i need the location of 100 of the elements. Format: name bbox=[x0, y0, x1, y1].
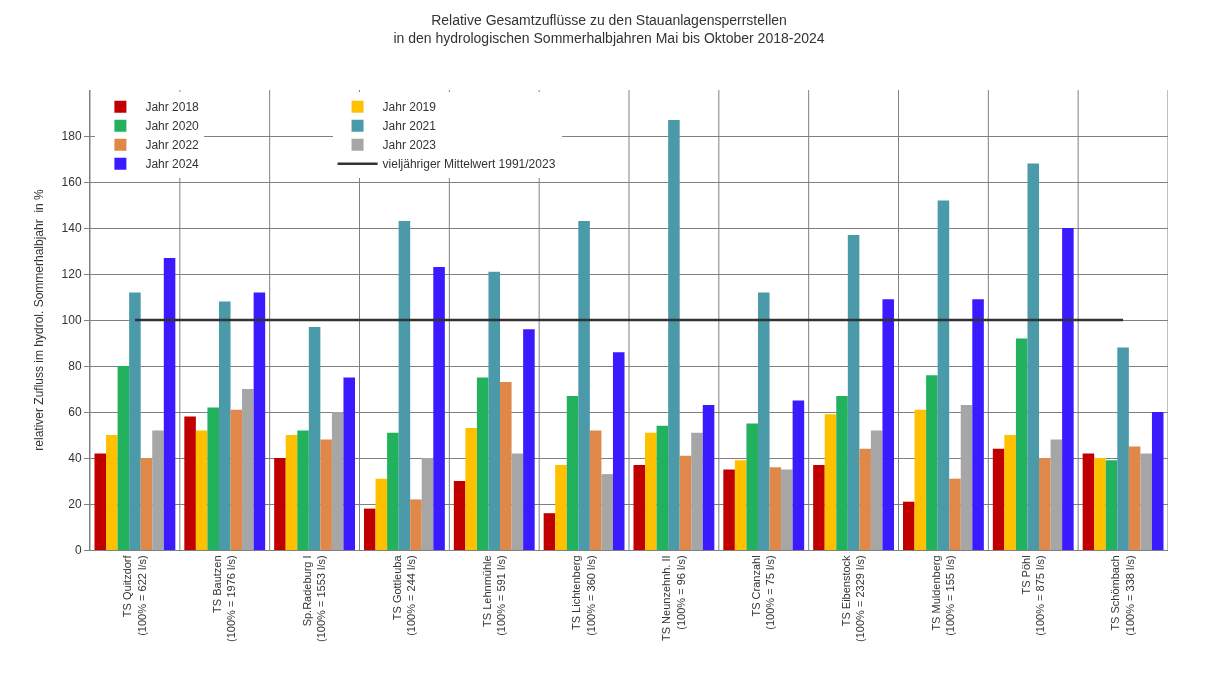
bar bbox=[308, 326, 321, 550]
bar bbox=[757, 292, 770, 550]
bar bbox=[702, 405, 715, 550]
bar bbox=[769, 467, 782, 550]
bar bbox=[937, 200, 950, 550]
y-tick-label: 180 bbox=[61, 129, 82, 144]
bar bbox=[511, 453, 524, 550]
bar bbox=[1128, 446, 1141, 550]
bar bbox=[433, 267, 445, 550]
bar bbox=[195, 430, 208, 550]
bar bbox=[1039, 458, 1051, 550]
bar bbox=[914, 409, 927, 550]
y-tick-label: 120 bbox=[61, 267, 82, 282]
legend-label: Jahr 2019 bbox=[382, 100, 437, 115]
y-tick-label: 140 bbox=[61, 221, 82, 236]
bar bbox=[410, 499, 422, 550]
bar bbox=[847, 234, 860, 550]
x-tick-label: TS Lichtenberg (100% = 360 l/s) bbox=[570, 555, 597, 636]
bar bbox=[320, 439, 332, 550]
bar bbox=[836, 395, 848, 550]
bar bbox=[859, 448, 871, 550]
bar bbox=[612, 352, 625, 550]
bar bbox=[882, 299, 895, 550]
bar bbox=[1117, 347, 1129, 550]
x-tick-label: TS Pöhl (100% = 875 l/s) bbox=[1019, 555, 1046, 636]
chart-title: Relative Gesamtzuflüsse zu den Stauanlagensperrstellen in den hydrologischen Sommerhalbjahren Mai bis Oktober 2018-2024 bbox=[393, 11, 825, 46]
bar bbox=[331, 412, 344, 550]
legend-label: Jahr 2022 bbox=[145, 138, 200, 153]
legend-label: vieljähriger Mittelwert 1991/2023 bbox=[382, 157, 556, 172]
bar bbox=[949, 478, 961, 550]
y-tick-label: 80 bbox=[68, 359, 82, 374]
bar bbox=[343, 377, 356, 550]
bar bbox=[645, 432, 657, 550]
bar bbox=[992, 448, 1005, 550]
bar bbox=[960, 405, 973, 550]
y-tick-label: 20 bbox=[68, 497, 82, 512]
bar bbox=[1027, 163, 1040, 550]
bar bbox=[668, 119, 680, 550]
bar bbox=[523, 329, 535, 550]
bar bbox=[543, 513, 556, 550]
y-tick-label: 0 bbox=[74, 543, 82, 558]
bar bbox=[601, 474, 613, 550]
bar bbox=[1151, 412, 1164, 550]
x-tick-label: TS Lehnmühle (100% = 591 l/s) bbox=[480, 555, 507, 636]
y-tick-label: 60 bbox=[68, 405, 82, 420]
bar bbox=[723, 469, 735, 550]
bar bbox=[1004, 435, 1016, 550]
bar bbox=[184, 416, 196, 550]
bar bbox=[902, 501, 915, 550]
y-tick-label: 40 bbox=[68, 451, 82, 466]
y-tick-label: 100 bbox=[61, 313, 82, 328]
legend-label: Jahr 2018 bbox=[145, 100, 200, 115]
bar bbox=[870, 430, 883, 550]
bar bbox=[207, 407, 219, 550]
bar bbox=[465, 428, 477, 550]
bar bbox=[972, 299, 984, 550]
bar bbox=[218, 301, 231, 550]
x-tick-label: TS Bautzen (100% = 1976 l/s) bbox=[211, 555, 238, 642]
bar bbox=[734, 460, 747, 550]
legend-label: Jahr 2020 bbox=[145, 119, 200, 134]
bar bbox=[152, 430, 164, 550]
x-tick-label: TS Gottleuba (100% = 244 l/s) bbox=[390, 554, 418, 636]
bar bbox=[1015, 338, 1028, 550]
bar bbox=[1105, 460, 1118, 550]
bar bbox=[285, 435, 298, 550]
bar bbox=[1094, 458, 1106, 550]
bar bbox=[129, 292, 141, 550]
bar bbox=[453, 481, 466, 550]
bar bbox=[500, 382, 512, 550]
bar bbox=[488, 271, 501, 550]
y-tick-label: 160 bbox=[61, 175, 82, 190]
bar bbox=[633, 464, 646, 550]
x-tick-label: TS Schömbach (100% = 338 l/s) bbox=[1109, 555, 1136, 636]
bar bbox=[140, 458, 153, 550]
bar bbox=[679, 455, 692, 550]
bar bbox=[656, 425, 669, 550]
bar bbox=[421, 458, 434, 550]
bar bbox=[1062, 228, 1074, 550]
bar bbox=[555, 464, 567, 550]
bar bbox=[274, 458, 286, 550]
x-tick-label: TS Eibenstock (100% = 2329 l/s) bbox=[840, 554, 867, 642]
bar bbox=[163, 257, 176, 550]
y-axis-title: relativer Zufluss im hydrol. Sommerhalbjahr in % bbox=[31, 188, 46, 451]
bar bbox=[813, 464, 825, 550]
bar bbox=[1050, 439, 1063, 550]
bar bbox=[387, 432, 399, 550]
bar bbox=[398, 221, 411, 550]
bar bbox=[363, 508, 376, 550]
bar bbox=[253, 292, 266, 550]
bar bbox=[792, 400, 805, 550]
bar bbox=[781, 469, 793, 550]
bar bbox=[230, 409, 243, 550]
bar bbox=[242, 389, 254, 550]
bar bbox=[1082, 453, 1095, 550]
bar bbox=[566, 395, 579, 550]
bar bbox=[117, 366, 130, 550]
x-tick-label: TS Quitzdorf (100% = 622 l/s) bbox=[121, 554, 148, 636]
legend-label: Jahr 2023 bbox=[382, 138, 437, 153]
bar bbox=[578, 221, 590, 550]
bar bbox=[1140, 453, 1152, 550]
